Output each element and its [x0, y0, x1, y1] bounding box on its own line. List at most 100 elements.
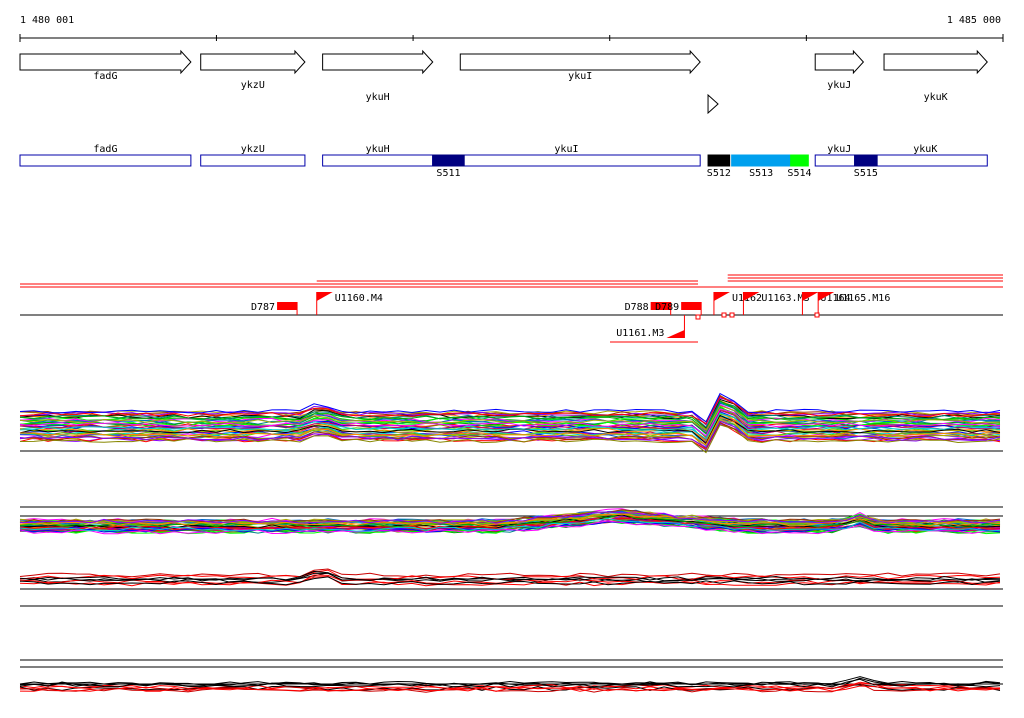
probe-marker	[721, 312, 727, 318]
probe-label: U1160.M4	[335, 293, 383, 304]
gene-label: ykuK	[924, 92, 948, 103]
gene-ykuJ[interactable]: ykuJ	[814, 49, 865, 91]
probe-label: U1165.M16	[836, 293, 890, 304]
ruler-start-label: 1 480 001	[20, 15, 74, 26]
expression-trace	[19, 678, 1001, 688]
segment-S512[interactable]: S512	[707, 154, 731, 179]
segment-ykuH[interactable]: ykuH	[322, 144, 434, 167]
probe-flag[interactable]	[666, 330, 685, 338]
probe-U1165.M16[interactable]: U1165.M16	[817, 292, 890, 315]
segment-label: S511	[436, 168, 460, 179]
segment-S511[interactable]: S511	[432, 154, 465, 179]
probe-U1161.M3[interactable]: U1161.M3	[616, 315, 685, 339]
probe-U1164[interactable]: U1164	[801, 292, 851, 315]
probe-label: U1161.M3	[616, 328, 664, 339]
segment-label: ykuH	[366, 144, 390, 155]
probe-flag[interactable]	[316, 292, 333, 301]
gene-arrow[interactable]	[19, 49, 192, 75]
segment-ykuI[interactable]: ykuI	[432, 144, 701, 167]
probe-label: D788	[625, 302, 649, 313]
probe-flag[interactable]	[743, 292, 760, 301]
segment-box[interactable]	[862, 154, 988, 167]
probe-label: D787	[251, 302, 275, 313]
expression-trace	[19, 408, 1001, 437]
segment-box[interactable]	[432, 154, 701, 167]
probe-label: D789	[655, 302, 679, 313]
gene-ykuI[interactable]: ykuI	[459, 49, 701, 82]
gene-ykuH[interactable]: ykuH	[322, 49, 434, 103]
expression-trace	[19, 400, 1001, 432]
segment-label: fadG	[93, 144, 117, 155]
probe-D788[interactable]: D788	[625, 302, 672, 315]
gene-label: ykuJ	[827, 80, 851, 91]
expression-trace	[19, 396, 1001, 425]
gene-arrow[interactable]	[200, 49, 306, 75]
probe-D789[interactable]: D789	[655, 302, 702, 315]
expression-trace	[19, 412, 1001, 440]
expression-profiles	[19, 392, 1003, 693]
segment-label: S512	[707, 168, 731, 179]
segment-ykuK[interactable]: ykuK	[862, 144, 988, 167]
expression-trace	[19, 414, 1001, 445]
gene-ykuK[interactable]: ykuK	[883, 49, 988, 103]
segment-label: ykuJ	[827, 144, 851, 155]
segment-box[interactable]	[200, 154, 306, 167]
probe-block[interactable]	[650, 302, 671, 310]
gene-track: fadG ykzU ykuH ykuI ykuJ ykuK	[19, 49, 988, 115]
ruler-end-label: 1 485 000	[947, 15, 1001, 26]
expression-trace	[19, 403, 1001, 433]
segment-fill[interactable]	[790, 154, 809, 167]
probe-U1163.M3[interactable]: U1163.M3	[742, 292, 810, 315]
probe-D787[interactable]: D787	[251, 302, 298, 315]
segment-label: ykuI	[554, 144, 578, 155]
gene-label: ykuI	[568, 71, 592, 82]
gene-unnamed[interactable]	[707, 93, 719, 115]
gene-arrow[interactable]	[814, 49, 865, 75]
segment-fill[interactable]	[731, 154, 792, 167]
expression-trace	[19, 511, 1001, 524]
gene-arrow[interactable]	[707, 93, 719, 115]
segment-box[interactable]	[322, 154, 434, 167]
gene-label: ykzU	[241, 80, 265, 91]
segment-ykzU[interactable]: ykzU	[200, 144, 306, 167]
probe-marker	[695, 314, 701, 320]
expression-trace	[19, 405, 1001, 432]
segment-S514[interactable]: S514	[787, 154, 812, 179]
gene-arrow[interactable]	[883, 49, 988, 75]
segment-track: fadG ykzU ykuH ykuI ykuJ ykuK S511 S512 S513 S514…	[19, 144, 988, 179]
expression-trace	[19, 676, 1001, 686]
gene-fadG[interactable]: fadG	[19, 49, 192, 82]
segment-S513[interactable]: S513	[731, 154, 792, 179]
probe-block[interactable]	[277, 302, 298, 310]
expression-trace	[19, 570, 1001, 581]
probe-block[interactable]	[681, 302, 702, 310]
expression-trace	[19, 420, 1001, 448]
segment-fill[interactable]	[707, 154, 731, 167]
probe-U1160.M4[interactable]: U1160.M4	[316, 292, 383, 315]
segment-label: S513	[749, 168, 773, 179]
probe-U1162[interactable]: U1162	[713, 292, 762, 315]
gene-arrow[interactable]	[322, 49, 434, 75]
segment-S515[interactable]: S515	[854, 154, 878, 179]
expression-trace	[19, 392, 1001, 423]
gene-arrow[interactable]	[459, 49, 701, 75]
expression-trace	[19, 516, 1001, 531]
gene-ykzU[interactable]: ykzU	[200, 49, 306, 91]
probe-flag[interactable]	[713, 292, 730, 301]
probe-marker	[729, 312, 735, 318]
segment-label: S515	[854, 168, 878, 179]
probe-track: D787 U1160.M4 D788 D789 U1161.M3 U1162U1163.M…	[20, 274, 1003, 343]
expression-trace	[19, 513, 1001, 527]
expression-trace	[19, 685, 1001, 692]
segment-fill[interactable]	[432, 154, 465, 167]
probe-flag[interactable]	[802, 292, 819, 301]
segment-fill[interactable]	[854, 154, 878, 167]
coordinate-ruler: 1 480 001 1 485 000	[19, 15, 1004, 42]
segment-box[interactable]	[19, 154, 192, 167]
gene-label: fadG	[93, 71, 117, 82]
segment-label: ykuK	[913, 144, 937, 155]
segment-fadG[interactable]: fadG	[19, 144, 192, 167]
probe-flag[interactable]	[818, 292, 835, 301]
expression-trace	[19, 416, 1001, 446]
